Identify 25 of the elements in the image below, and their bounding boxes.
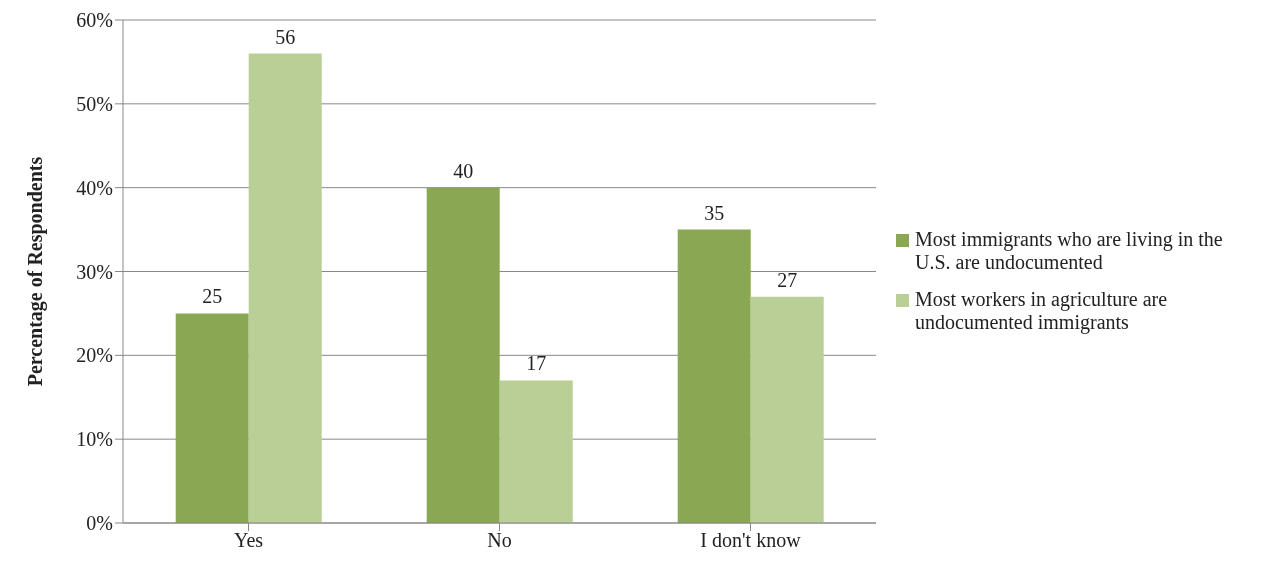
bar: [426, 187, 500, 523]
data-label: 27: [777, 268, 798, 291]
data-label: 40: [453, 159, 474, 182]
y-tick-label: 40%: [76, 176, 113, 199]
legend-label: Most immigrants who are living in the U.S. are undocumented: [915, 228, 1224, 274]
bar: [499, 380, 573, 523]
x-tick-label: Yes: [233, 529, 264, 552]
bar: [175, 313, 249, 523]
data-label: 25: [202, 285, 223, 308]
data-label: 35: [704, 201, 725, 224]
y-tick-label: 0%: [86, 512, 113, 535]
y-tick-label: 10%: [76, 428, 113, 451]
bar: [677, 229, 751, 523]
legend-label: Most workers in agriculture are undocumented immigrants: [915, 288, 1169, 334]
y-tick-label: 30%: [76, 260, 113, 283]
data-label: 17: [526, 352, 547, 375]
y-axis-title: Percentage of Respondents: [24, 156, 48, 387]
x-tick-label: No: [487, 529, 512, 552]
bar: [750, 296, 824, 523]
bar: [248, 53, 322, 523]
x-tick-label: I don't know: [700, 529, 802, 552]
data-label: 56: [275, 25, 296, 48]
y-tick-label: 50%: [76, 92, 113, 115]
y-tick-label: 20%: [76, 344, 113, 367]
y-tick-label: 60%: [76, 9, 113, 32]
